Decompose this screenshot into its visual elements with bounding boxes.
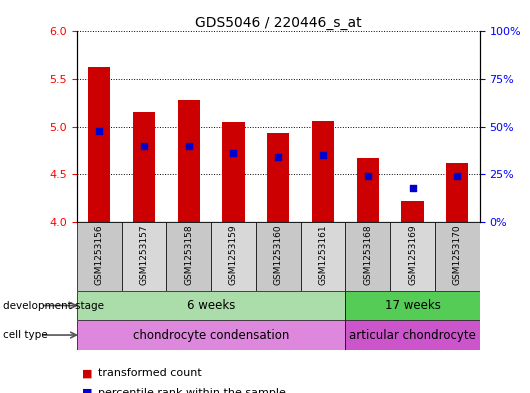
Text: ■: ■ xyxy=(82,368,93,378)
Bar xyxy=(88,67,110,222)
Text: ■: ■ xyxy=(82,388,93,393)
Bar xyxy=(312,121,334,222)
Bar xyxy=(211,222,256,291)
Text: GSM1253159: GSM1253159 xyxy=(229,224,238,285)
Text: transformed count: transformed count xyxy=(98,368,202,378)
Bar xyxy=(346,291,480,320)
Text: GSM1253168: GSM1253168 xyxy=(363,224,372,285)
Point xyxy=(408,185,417,191)
Point xyxy=(319,152,327,158)
Bar xyxy=(121,222,166,291)
Point xyxy=(140,143,148,149)
Text: percentile rank within the sample: percentile rank within the sample xyxy=(98,388,286,393)
Text: GSM1253169: GSM1253169 xyxy=(408,224,417,285)
Bar xyxy=(401,201,423,222)
Bar xyxy=(357,158,379,222)
Text: GSM1253156: GSM1253156 xyxy=(95,224,104,285)
Text: GSM1253160: GSM1253160 xyxy=(274,224,282,285)
Bar xyxy=(133,112,155,222)
Point xyxy=(184,143,193,149)
Text: 6 weeks: 6 weeks xyxy=(187,299,235,312)
Bar xyxy=(390,222,435,291)
Point xyxy=(453,173,462,180)
Bar xyxy=(256,222,301,291)
Bar xyxy=(222,122,245,222)
Text: 17 weeks: 17 weeks xyxy=(385,299,440,312)
Bar xyxy=(301,222,346,291)
Text: development stage: development stage xyxy=(3,301,104,310)
Bar xyxy=(178,100,200,222)
Bar xyxy=(346,222,390,291)
Text: GSM1253170: GSM1253170 xyxy=(453,224,462,285)
Point xyxy=(364,173,372,180)
Bar xyxy=(166,222,211,291)
Bar xyxy=(346,320,480,350)
Bar xyxy=(267,133,289,222)
Text: cell type: cell type xyxy=(3,330,47,340)
Text: chondrocyte condensation: chondrocyte condensation xyxy=(133,329,289,342)
Bar xyxy=(435,222,480,291)
Bar xyxy=(77,291,346,320)
Bar xyxy=(446,163,469,222)
Bar xyxy=(77,222,121,291)
Text: articular chondrocyte: articular chondrocyte xyxy=(349,329,476,342)
Text: GSM1253158: GSM1253158 xyxy=(184,224,193,285)
Point xyxy=(95,127,103,134)
Text: GSM1253157: GSM1253157 xyxy=(139,224,148,285)
Text: GSM1253161: GSM1253161 xyxy=(319,224,328,285)
Title: GDS5046 / 220446_s_at: GDS5046 / 220446_s_at xyxy=(195,17,361,30)
Point xyxy=(274,154,282,160)
Bar xyxy=(77,320,346,350)
Point xyxy=(229,150,238,156)
